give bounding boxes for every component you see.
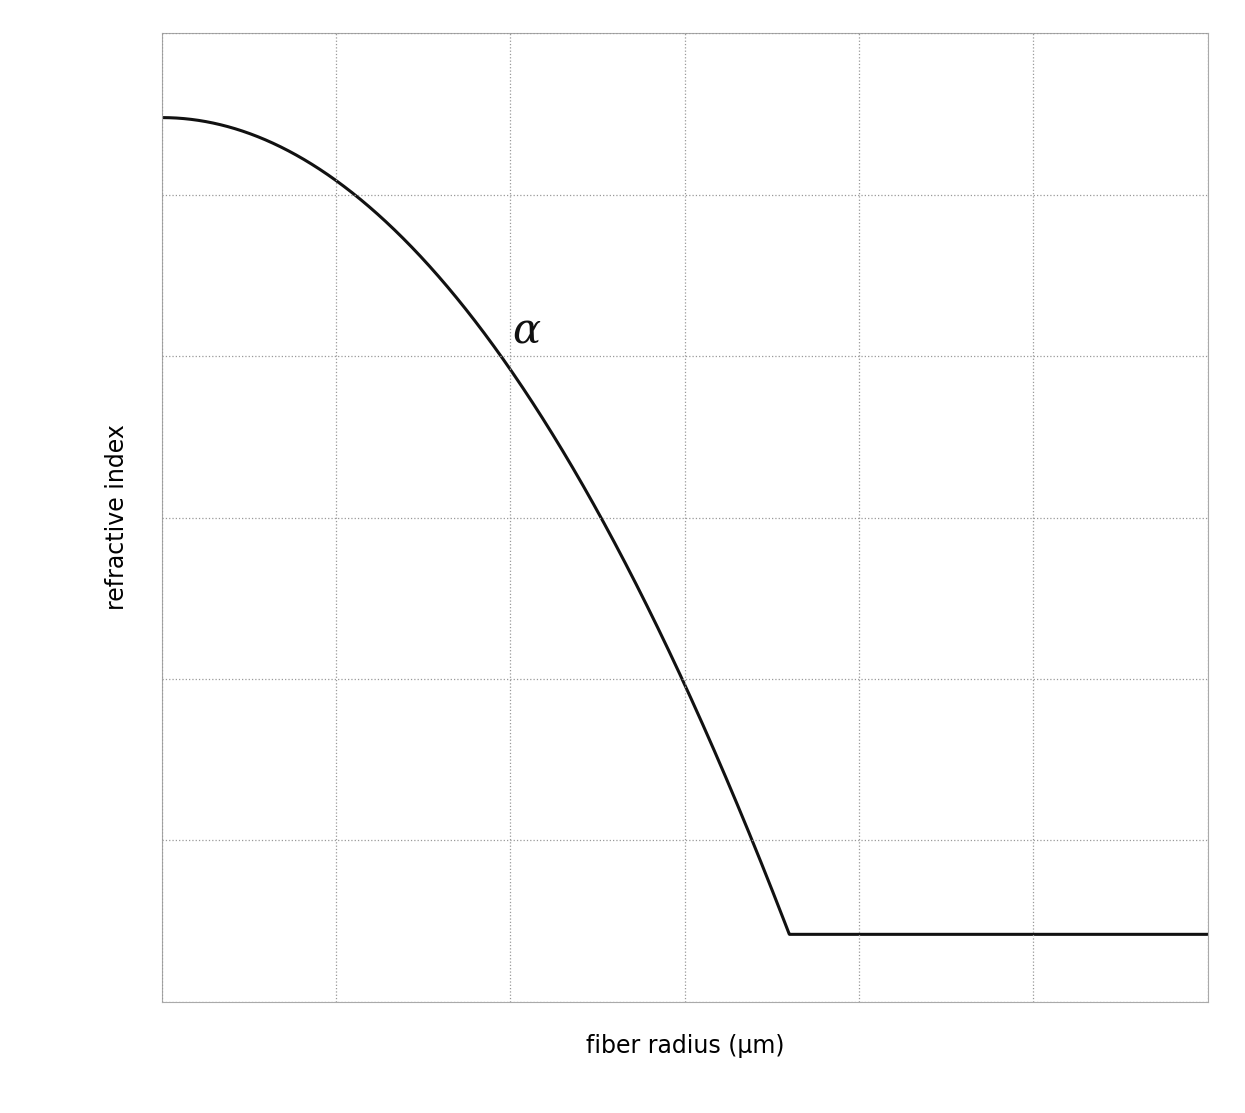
Text: α: α (512, 311, 540, 352)
X-axis label: fiber radius (μm): fiber radius (μm) (585, 1034, 784, 1058)
Y-axis label: refractive index: refractive index (106, 424, 129, 611)
